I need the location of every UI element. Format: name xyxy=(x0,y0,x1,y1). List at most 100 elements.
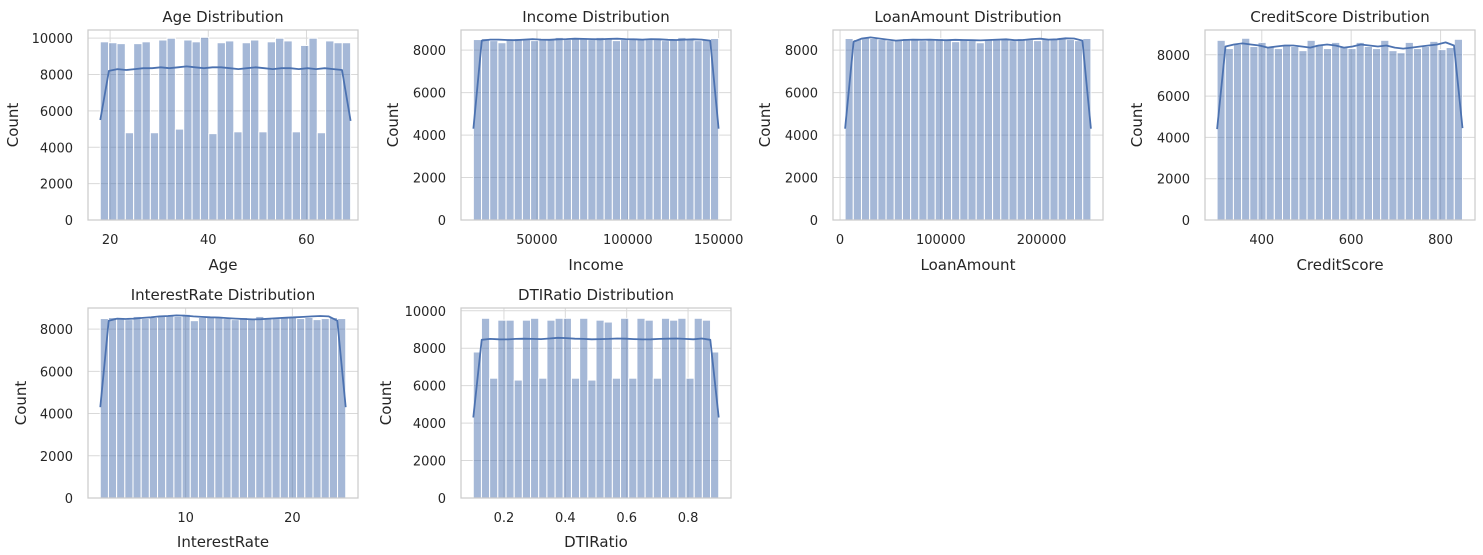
histogram-bar xyxy=(214,317,224,499)
histogram-bar xyxy=(538,39,548,221)
histogram-bar xyxy=(124,319,134,499)
histogram-bar xyxy=(603,321,613,499)
x-axis-label: InterestRate xyxy=(177,533,269,551)
y-tick-label: 0 xyxy=(810,214,818,229)
kde-line xyxy=(99,314,347,408)
histogram-bar xyxy=(901,37,912,221)
histogram-bar xyxy=(238,317,249,499)
histogram-bar xyxy=(1412,48,1423,221)
histogram-bar xyxy=(1074,40,1084,221)
histogram-bar xyxy=(660,317,671,499)
histogram-bar xyxy=(287,315,298,499)
histogram-bar xyxy=(918,40,928,221)
histogram-bar xyxy=(1322,48,1333,221)
histogram-bar xyxy=(611,40,622,221)
y-tick-label: 4000 xyxy=(40,141,73,156)
histogram-bar xyxy=(1232,43,1243,221)
x-tick-label: 100000 xyxy=(603,233,653,248)
histogram-bar xyxy=(1380,39,1390,221)
histogram-bar xyxy=(1331,41,1341,221)
x-tick-label: 100000 xyxy=(916,233,966,248)
histogram-bar xyxy=(869,37,879,221)
x-tick-label: 10 xyxy=(177,511,194,526)
x-axis-label: CreditScore xyxy=(1296,256,1383,274)
histogram-bar xyxy=(216,42,226,221)
histogram-bar xyxy=(337,318,347,499)
histogram-bar xyxy=(546,319,556,499)
axes-frame xyxy=(460,307,732,499)
x-tick-label: 40 xyxy=(200,233,217,248)
histogram-bar xyxy=(174,128,185,221)
axes-frame xyxy=(87,307,359,499)
histogram-bar xyxy=(296,318,306,499)
histogram-bar xyxy=(189,320,199,499)
x-axis-label: LoanAmount xyxy=(921,256,1016,274)
y-tick-label: 4000 xyxy=(413,417,446,432)
histogram-bar xyxy=(316,132,327,221)
histogram-bar xyxy=(546,37,556,221)
histogram-bar xyxy=(1241,37,1251,221)
histogram-bar xyxy=(1257,41,1267,221)
histogram-bar xyxy=(1363,46,1373,221)
histogram-bar xyxy=(320,318,330,499)
y-tick-label: 4000 xyxy=(40,408,73,423)
y-tick-label: 10000 xyxy=(32,32,73,47)
histogram-bar xyxy=(587,379,597,499)
subplot-4: CreditScore Distribution 0 2000 4000 6000 800… xyxy=(1128,8,1476,274)
histogram-bar xyxy=(157,315,167,499)
y-axis-label: Count xyxy=(756,103,774,148)
histogram-bar xyxy=(1016,37,1026,221)
y-axis-label: Count xyxy=(1128,103,1146,148)
histogram-bar xyxy=(166,37,176,221)
histogram-bar xyxy=(263,317,273,499)
histogram-bar xyxy=(308,37,318,221)
histogram-bar xyxy=(521,39,532,221)
histogram-bar xyxy=(620,39,630,221)
histogram-bar xyxy=(173,315,183,499)
y-tick-label: 2000 xyxy=(40,178,73,193)
histogram-bar xyxy=(1249,46,1259,221)
subplot-title: DTIRatio Distribution xyxy=(518,286,674,304)
histogram-bar xyxy=(116,318,126,499)
axes-frame xyxy=(87,29,359,221)
histogram-bar xyxy=(860,36,871,221)
histogram-bar xyxy=(206,315,216,499)
histogram-bar xyxy=(1421,46,1431,221)
histogram-bar xyxy=(222,318,232,499)
x-tick-label: 60 xyxy=(298,233,315,248)
y-tick-label: 2000 xyxy=(413,455,446,470)
histogram-bar xyxy=(1041,39,1051,221)
x-tick-label: 150000 xyxy=(694,233,744,248)
histogram-bar xyxy=(1371,48,1382,221)
x-tick-label: 200000 xyxy=(1017,233,1067,248)
histogram-bar xyxy=(1404,41,1414,221)
histogram-bar xyxy=(1000,39,1010,221)
y-tick-label: 0 xyxy=(438,492,446,507)
histogram-bar xyxy=(1049,37,1059,221)
y-tick-label: 2000 xyxy=(785,172,818,187)
y-tick-label: 4000 xyxy=(785,129,818,144)
subplot-5: InterestRate Distribution 0 2000 4000 6000 80… xyxy=(12,286,359,551)
histogram-bar xyxy=(877,39,887,221)
histogram-bar xyxy=(1065,39,1076,221)
histogram-bar xyxy=(489,377,499,499)
histogram-bar xyxy=(489,40,499,221)
histogram-bar xyxy=(628,377,638,499)
histogram-bar xyxy=(579,317,589,499)
y-tick-label: 8000 xyxy=(785,44,818,59)
histogram-bar xyxy=(1355,41,1365,221)
y-tick-label: 8000 xyxy=(413,342,446,357)
histogram-bar xyxy=(199,36,210,221)
y-tick-label: 0 xyxy=(438,214,446,229)
subplot-1: Age Distribution 0 2000 4000 6000 8000 10000 20… xyxy=(4,8,359,274)
kde-line xyxy=(472,37,720,129)
histogram-bar xyxy=(595,36,605,221)
histogram-bar xyxy=(148,317,159,499)
x-tick-label: 0 xyxy=(836,233,844,248)
histogram-bar xyxy=(481,37,491,221)
histogram-bar xyxy=(304,317,314,499)
histogram-bar xyxy=(291,131,302,221)
histogram-bar xyxy=(1008,40,1018,221)
histogram-bar xyxy=(975,42,985,221)
